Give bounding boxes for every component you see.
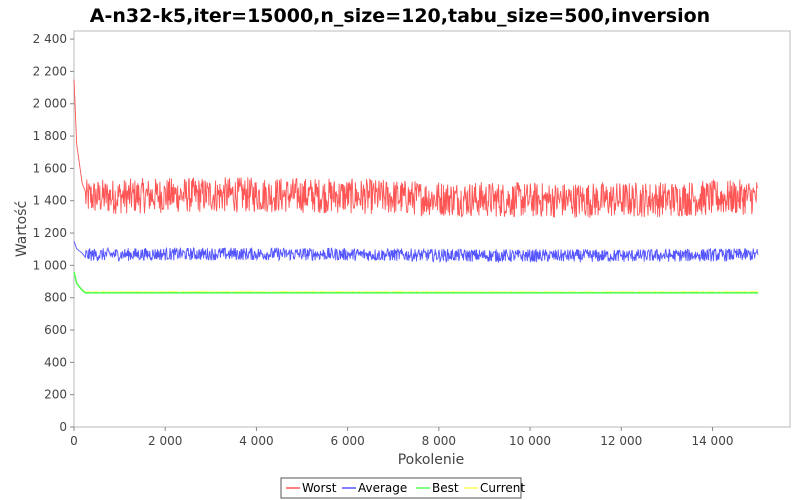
x-tick-label: 10 000 [509,434,551,448]
legend-label-best: Best [432,481,459,495]
y-tick-label: 2 200 [33,64,67,78]
plot-background [74,31,790,427]
y-tick-label: 1 000 [33,258,67,272]
x-tick-label: 2 000 [148,434,182,448]
y-tick-label: 1 400 [33,194,67,208]
y-tick-label: 800 [44,291,67,305]
legend-label-worst: Worst [302,481,337,495]
legend: Worst Average Best Current [281,478,525,498]
chart-title: A-n32-k5,iter=15000,n_size=120,tabu_size… [90,5,710,27]
legend-label-average: Average [358,481,407,495]
x-axis: 0 2 000 4 000 6 000 8 000 10 000 12 000 14 000 [70,427,733,448]
y-tick-label: 0 [59,420,67,434]
y-axis: 0 200 400 600 800 1 000 1 200 1 400 1 600 1 800 2 … [33,32,74,434]
legend-label-current: Current [480,481,525,495]
y-tick-label: 400 [44,355,67,369]
y-tick-label: 2 000 [33,97,67,111]
y-tick-label: 2 400 [33,32,67,46]
y-tick-label: 600 [44,323,67,337]
y-tick-label: 200 [44,388,67,402]
plot-area [74,31,790,427]
y-tick-label: 1 200 [33,226,67,240]
x-tick-label: 8 000 [422,434,456,448]
x-tick-label: 0 [70,434,78,448]
y-axis-label: Wartość [14,201,30,257]
x-tick-label: 14 000 [691,434,733,448]
y-tick-label: 1 600 [33,161,67,175]
x-tick-label: 4 000 [239,434,273,448]
x-tick-label: 6 000 [330,434,364,448]
x-tick-label: 12 000 [600,434,642,448]
x-axis-label: Pokolenie [398,452,465,468]
y-tick-label: 1 800 [33,129,67,143]
